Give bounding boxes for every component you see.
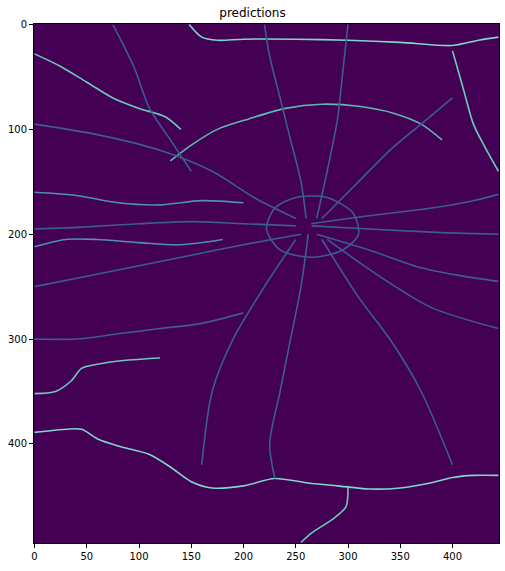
svg-text:300: 300 (8, 334, 27, 345)
svg-text:350: 350 (391, 551, 410, 562)
svg-text:0: 0 (31, 551, 37, 562)
svg-text:100: 100 (8, 124, 27, 135)
svg-text:predictions: predictions (219, 6, 285, 20)
svg-text:250: 250 (286, 551, 305, 562)
svg-text:50: 50 (80, 551, 93, 562)
svg-text:200: 200 (234, 551, 253, 562)
svg-text:0: 0 (21, 19, 27, 30)
svg-text:300: 300 (338, 551, 357, 562)
svg-text:400: 400 (443, 551, 462, 562)
svg-text:200: 200 (8, 229, 27, 240)
svg-text:100: 100 (129, 551, 148, 562)
svg-text:400: 400 (8, 438, 27, 449)
svg-text:150: 150 (182, 551, 201, 562)
